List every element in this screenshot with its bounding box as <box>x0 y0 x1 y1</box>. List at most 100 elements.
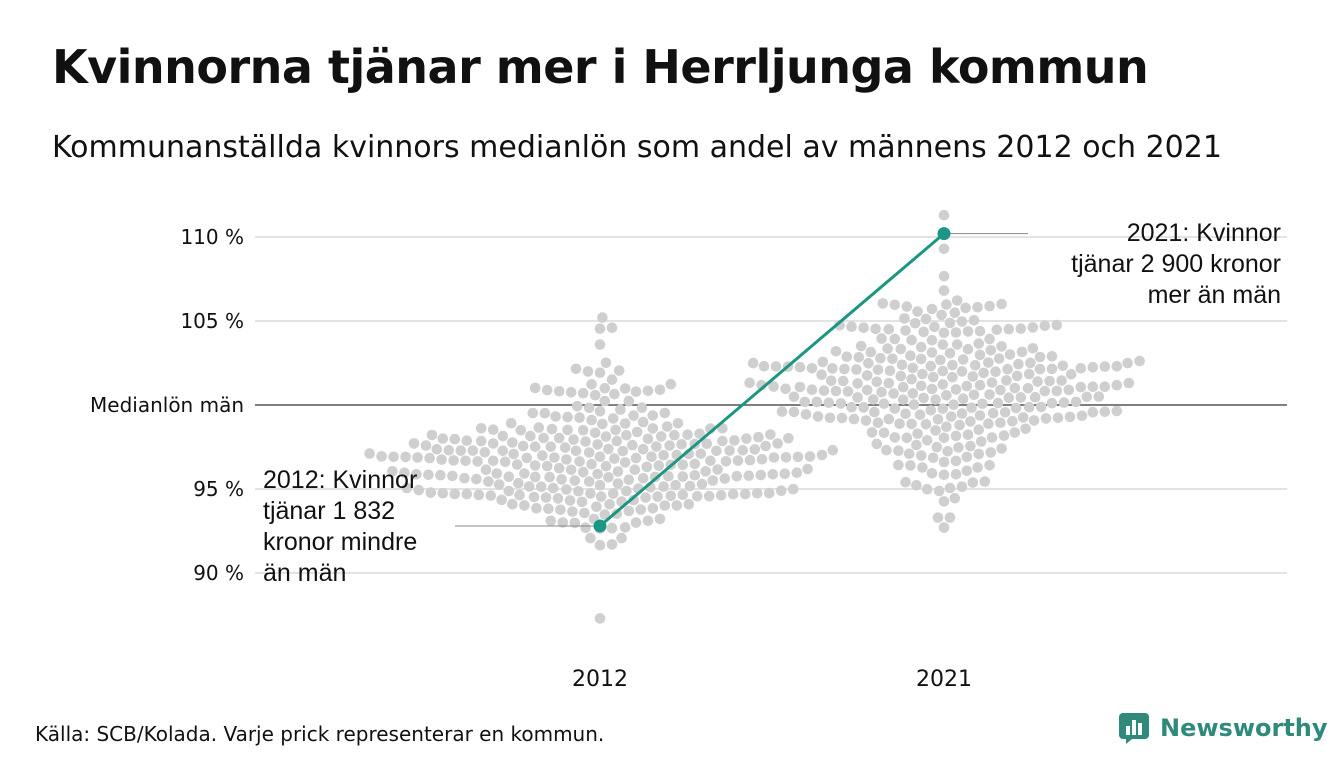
municipality-dot <box>811 396 823 408</box>
municipality-dot <box>595 491 607 502</box>
municipality-dot <box>676 439 687 450</box>
municipality-dot <box>600 431 612 442</box>
municipality-dot <box>1040 413 1052 424</box>
municipality-dot <box>553 462 565 474</box>
municipality-dot <box>568 434 579 445</box>
municipality-dot <box>765 429 776 440</box>
municipality-dot <box>744 454 756 466</box>
municipality-dot <box>984 460 995 471</box>
municipality-dot <box>974 410 986 421</box>
municipality-dot <box>521 452 533 464</box>
municipality-dot <box>459 472 470 484</box>
municipality-dot <box>487 424 499 436</box>
municipality-dot <box>612 478 624 489</box>
municipality-dot <box>944 512 956 523</box>
municipality-dot <box>519 500 530 511</box>
municipality-dot <box>1013 358 1024 370</box>
municipality-dot <box>535 481 547 493</box>
municipality-dot <box>884 365 896 377</box>
municipality-dot <box>546 423 558 435</box>
municipality-dot <box>515 425 527 436</box>
municipality-dot <box>485 490 497 501</box>
municipality-dot <box>741 433 752 444</box>
municipality-dot <box>1039 320 1051 332</box>
municipality-dot <box>743 470 755 482</box>
municipality-dot <box>956 481 968 493</box>
municipality-dot <box>555 504 566 516</box>
municipality-dot <box>926 383 938 395</box>
municipality-dot <box>938 469 950 481</box>
municipality-dot <box>654 384 666 396</box>
municipality-dot <box>914 409 926 421</box>
municipality-dot <box>609 388 620 400</box>
municipality-dot <box>818 385 830 397</box>
municipality-dot <box>842 386 854 397</box>
municipality-dot <box>623 474 635 486</box>
municipality-dot <box>599 382 611 394</box>
municipality-dot <box>792 451 804 463</box>
municipality-dot <box>925 360 937 372</box>
municipality-dot <box>1076 410 1088 422</box>
municipality-dot <box>658 449 669 461</box>
municipality-dot <box>437 487 449 499</box>
municipality-dot <box>480 464 492 476</box>
municipality-dot <box>547 482 559 494</box>
municipality-dot <box>903 448 915 460</box>
municipality-dot <box>824 412 836 424</box>
municipality-dot <box>932 512 944 523</box>
municipality-dot <box>483 476 494 487</box>
municipality-dot <box>956 408 968 419</box>
municipality-dot <box>951 339 963 350</box>
municipality-dot <box>770 361 782 372</box>
municipality-dot <box>1057 360 1069 372</box>
municipality-dot <box>691 491 703 502</box>
municipality-dot <box>635 504 647 515</box>
municipality-dot <box>487 438 499 449</box>
municipality-dot <box>816 369 827 381</box>
municipality-dot <box>935 354 946 366</box>
municipality-dot <box>788 406 800 418</box>
municipality-dot <box>411 469 422 480</box>
municipality-dot <box>1087 361 1099 373</box>
municipality-dot <box>1093 391 1105 402</box>
municipality-dot <box>585 532 596 544</box>
municipality-dot <box>570 363 582 375</box>
municipality-dot <box>1009 427 1021 438</box>
municipality-dot <box>479 447 491 458</box>
municipality-dot <box>1099 361 1111 372</box>
municipality-dots <box>364 209 1145 624</box>
municipality-dot <box>525 430 536 442</box>
municipality-dot <box>962 429 974 441</box>
municipality-dot <box>1051 319 1063 331</box>
municipality-dot <box>968 389 980 401</box>
municipality-dot <box>802 463 813 475</box>
municipality-dot <box>671 500 683 511</box>
municipality-dot <box>909 318 921 329</box>
highlight-point <box>937 227 951 241</box>
municipality-dot <box>529 382 541 394</box>
municipality-dot <box>1087 406 1099 418</box>
municipality-dot <box>751 488 763 499</box>
municipality-dot <box>1123 377 1135 389</box>
municipality-dot <box>865 346 877 358</box>
municipality-dot <box>882 343 893 354</box>
municipality-dot <box>1001 375 1012 386</box>
municipality-dot <box>1087 381 1099 393</box>
municipality-dot <box>647 423 659 434</box>
municipality-dot <box>576 496 588 508</box>
municipality-dot <box>953 442 964 453</box>
municipality-dot <box>889 299 901 311</box>
municipality-dot <box>616 532 627 544</box>
municipality-dot <box>611 435 623 447</box>
municipality-dot <box>606 522 618 534</box>
municipality-dot <box>962 326 974 337</box>
municipality-dot <box>932 414 944 425</box>
chart-title: Kvinnorna tjänar mer i Herrljunga kommun <box>52 40 1149 94</box>
municipality-dot <box>413 484 425 496</box>
municipality-dot <box>435 469 446 481</box>
municipality-dot <box>1052 412 1064 424</box>
municipality-dot <box>420 440 432 451</box>
municipality-dot <box>787 483 799 495</box>
municipality-dot <box>1004 349 1016 360</box>
brand-name: Newsworthy <box>1160 714 1328 742</box>
